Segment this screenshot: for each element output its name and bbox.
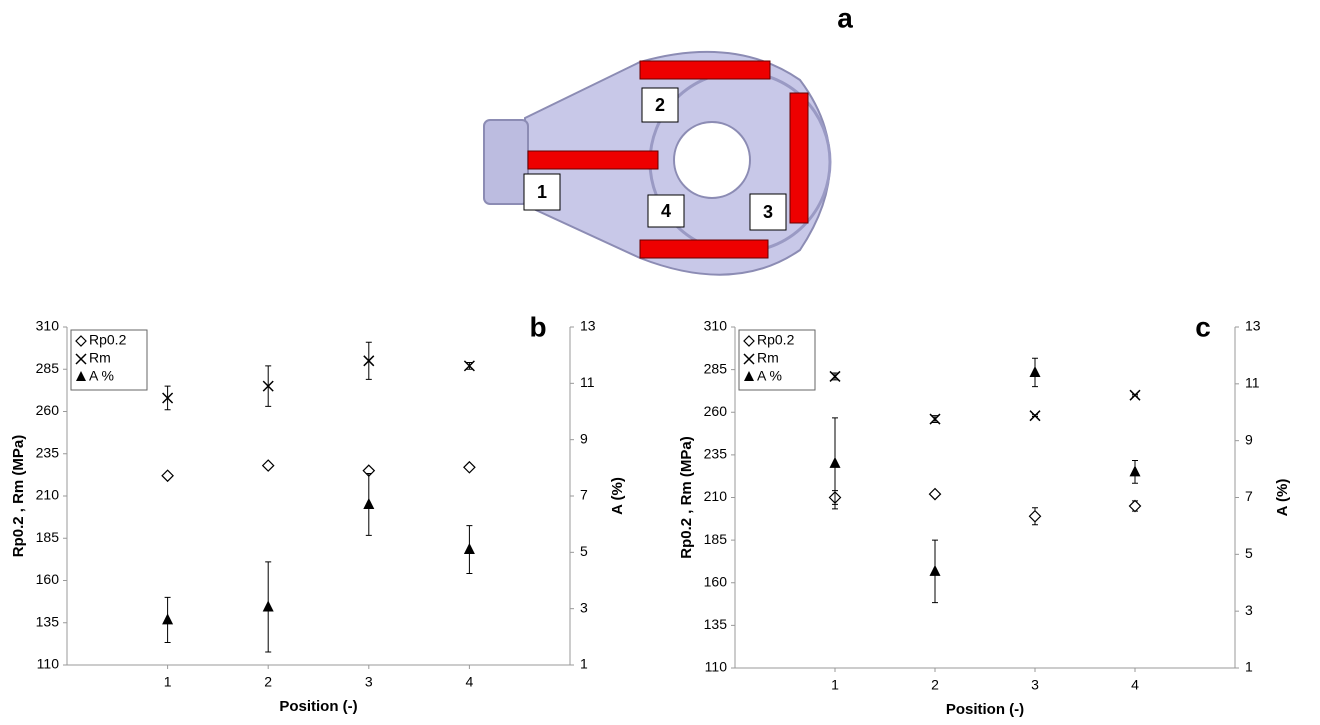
marker-triangle <box>363 498 374 509</box>
y-tick-label: 260 <box>704 403 728 419</box>
y2-tick-label: 1 <box>1245 659 1253 675</box>
marker-diamond <box>162 470 173 481</box>
y-tick-label: 160 <box>36 571 60 587</box>
marker-diamond <box>1030 511 1041 522</box>
y2-tick-label: 5 <box>1245 545 1253 561</box>
marker-triangle <box>830 457 841 468</box>
bore <box>674 122 750 198</box>
y2-tick-label: 9 <box>1245 431 1253 447</box>
y-tick-label: 135 <box>704 616 728 632</box>
legend-label: A % <box>757 368 782 384</box>
marker-diamond <box>930 489 941 500</box>
y-tick-label: 235 <box>36 444 60 460</box>
y-tick-label: 285 <box>704 360 728 376</box>
y-tick-label: 110 <box>705 659 728 675</box>
y-tick-label: 310 <box>704 318 728 334</box>
sample-bar <box>790 93 808 223</box>
marker-cross <box>1030 411 1040 421</box>
y2-tick-label: 11 <box>1245 375 1260 391</box>
panel-label: a <box>837 2 853 33</box>
position-label: 1 <box>537 182 547 202</box>
x-tick-label: 4 <box>1131 677 1139 693</box>
x-tick-label: 2 <box>264 674 272 690</box>
legend-label: Rp0.2 <box>757 332 795 348</box>
y-axis-title: Rp0.2 , Rm (MPa) <box>10 435 27 558</box>
x-axis-title: Position (-) <box>279 698 357 715</box>
marker-triangle <box>162 613 173 624</box>
diagram: a 1 2 3 4 <box>484 2 853 274</box>
y2-tick-label: 3 <box>1245 602 1253 618</box>
y-tick-label: 110 <box>37 656 60 672</box>
legend-label: Rp0.2 <box>89 332 127 348</box>
y-tick-label: 310 <box>36 318 60 334</box>
y-tick-label: 160 <box>704 573 728 589</box>
y-tick-label: 235 <box>704 446 728 462</box>
legend-label: A % <box>89 368 114 384</box>
marker-triangle <box>464 543 475 554</box>
x-tick-label: 4 <box>466 674 474 690</box>
y-tick-label: 210 <box>704 488 728 504</box>
x-tick-label: 1 <box>831 677 839 693</box>
position-label: 2 <box>655 95 665 115</box>
y-tick-label: 185 <box>36 529 60 545</box>
marker-diamond <box>1130 501 1141 512</box>
x-tick-label: 1 <box>164 674 172 690</box>
sample-bar <box>640 61 770 79</box>
sample-bar <box>640 240 768 258</box>
y2-tick-label: 1 <box>580 656 588 672</box>
y2-tick-label: 7 <box>1245 488 1253 504</box>
y2-axis-title: A (%) <box>609 477 626 515</box>
marker-triangle <box>930 565 941 576</box>
legend-label: Rm <box>757 350 779 366</box>
marker-diamond <box>464 462 475 473</box>
position-label: 3 <box>763 202 773 222</box>
marker-diamond <box>263 460 274 471</box>
y-tick-label: 210 <box>36 487 60 503</box>
y2-axis-title: A (%) <box>1274 479 1291 517</box>
marker-triangle <box>1030 366 1041 377</box>
housing-neck <box>484 120 528 204</box>
position-label: 4 <box>661 201 671 221</box>
x-tick-label: 3 <box>1031 677 1039 693</box>
figure: a 1 2 3 4 110135160185210235260285310135… <box>0 0 1320 720</box>
marker-triangle <box>1130 465 1141 476</box>
panel-label: b <box>529 311 546 342</box>
sample-bar <box>528 151 658 169</box>
y-tick-label: 285 <box>36 360 60 376</box>
y-tick-label: 185 <box>704 531 728 547</box>
x-tick-label: 3 <box>365 674 373 690</box>
marker-triangle <box>263 600 274 611</box>
y2-tick-label: 5 <box>580 543 588 559</box>
y-tick-label: 135 <box>36 613 60 629</box>
y-axis-title: Rp0.2 , Rm (MPa) <box>678 436 695 559</box>
marker-cross <box>1130 390 1140 400</box>
y2-tick-label: 9 <box>580 430 588 446</box>
y2-tick-label: 11 <box>580 374 595 390</box>
y2-tick-label: 3 <box>580 599 588 615</box>
x-axis-title: Position (-) <box>946 701 1024 718</box>
y2-tick-label: 13 <box>580 318 596 334</box>
legend-label: Rm <box>89 350 111 366</box>
y-tick-label: 260 <box>36 402 60 418</box>
y2-tick-label: 13 <box>1245 318 1261 334</box>
panel-label: c <box>1195 311 1211 342</box>
y2-tick-label: 7 <box>580 487 588 503</box>
x-tick-label: 2 <box>931 677 939 693</box>
